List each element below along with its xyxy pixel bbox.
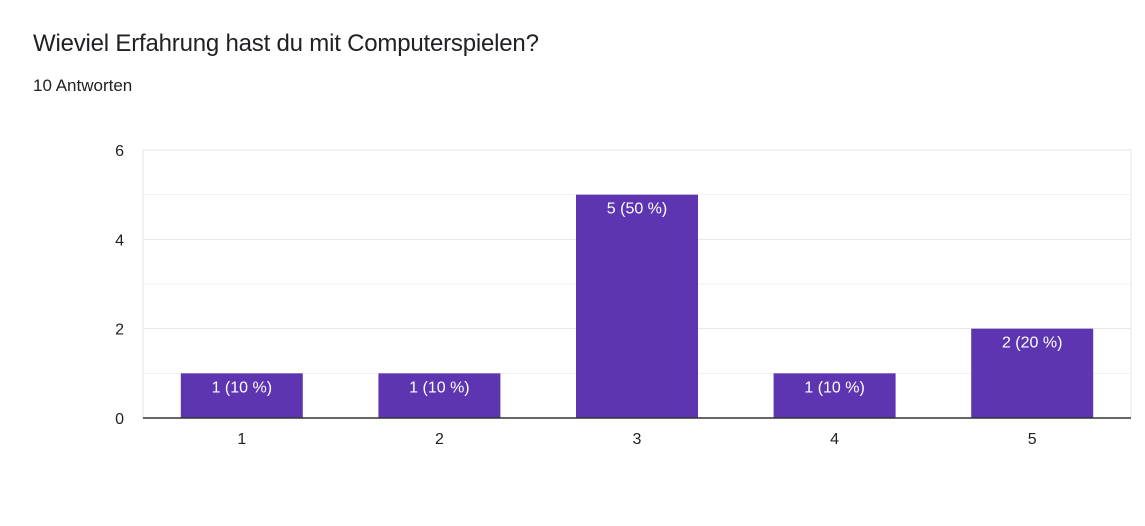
x-tick-label: 3 — [633, 431, 642, 448]
y-tick-label: 0 — [115, 411, 124, 428]
data-label: 5 (50 %) — [607, 201, 667, 218]
x-tick-label: 5 — [1028, 431, 1037, 448]
bar — [576, 194, 698, 418]
data-label: 2 (20 %) — [1002, 335, 1062, 352]
data-label: 1 (10 %) — [804, 379, 864, 396]
response-count: 10 Antworten — [33, 76, 133, 95]
data-label: 1 (10 %) — [212, 379, 272, 396]
x-tick-label: 1 — [237, 431, 246, 448]
y-tick-label: 6 — [115, 143, 124, 160]
y-tick-label: 2 — [115, 322, 124, 339]
bar — [378, 373, 501, 418]
bar — [180, 373, 303, 418]
y-tick-label: 4 — [115, 232, 124, 249]
bar — [971, 328, 1094, 418]
data-label: 1 (10 %) — [409, 379, 469, 396]
bar — [773, 373, 896, 418]
x-tick-label: 4 — [830, 431, 839, 448]
x-tick-label: 2 — [435, 431, 444, 448]
chart-title: Wieviel Erfahrung hast du mit Computersp… — [33, 30, 539, 57]
